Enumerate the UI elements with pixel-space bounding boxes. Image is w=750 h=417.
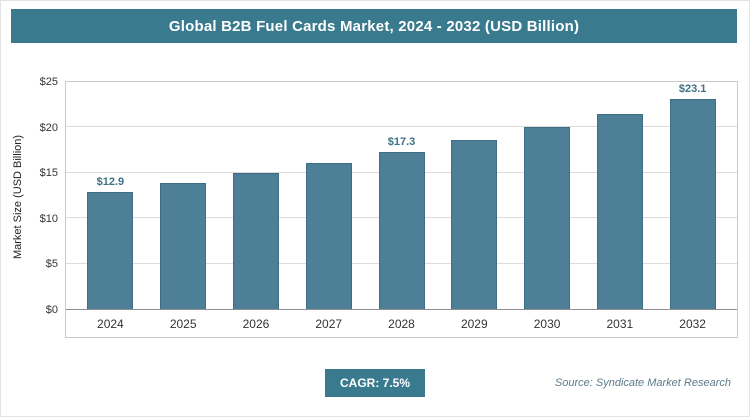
bar-2028 <box>378 151 425 309</box>
bar-slot-2031 <box>583 82 656 309</box>
bar-2032 <box>669 99 716 309</box>
y-tick-label: $10 <box>39 212 58 225</box>
bar-value-label-2032: $23.1 <box>678 83 707 96</box>
y-tick-label: $20 <box>39 121 58 134</box>
bar-2029 <box>451 140 498 309</box>
x-tick-label-2025: 2025 <box>169 317 197 331</box>
bar-slot-2029 <box>438 82 511 309</box>
x-axis-ticks: 2024 2025 2026 2027 2028 2029 2030 2031 2032 <box>66 310 737 338</box>
bar-slot-2025 <box>147 82 220 309</box>
x-tick-label-2024: 2024 <box>97 317 124 331</box>
bar-2027 <box>305 162 352 309</box>
y-tick-label: $0 <box>45 304 58 316</box>
x-tick-label-2032: 2032 <box>679 317 706 331</box>
bar-2024 <box>87 191 134 309</box>
source-note: Source: Syndicate Market Research <box>554 377 731 389</box>
x-tick-label-2026: 2026 <box>242 317 270 331</box>
x-tick-label-2028: 2028 <box>388 317 415 331</box>
gridline <box>66 126 737 128</box>
y-axis-ticks: $0 $5 $10 $15 $20 $25 <box>1 76 58 316</box>
plot-area: $12.9 $17.3 $23.1 <box>66 82 737 310</box>
bar-slot-2024: $12.9 <box>74 82 147 309</box>
bars-container: $12.9 $17.3 $23.1 <box>66 82 737 309</box>
x-tick-label-2029: 2029 <box>460 317 488 331</box>
bar-2031 <box>596 113 643 309</box>
chart-box: $12.9 $17.3 $23.1 2024 2025 2026 2027 2028 2029… <box>65 81 738 338</box>
cagr-badge: CAGR: 7.5% <box>324 369 426 397</box>
bar-slot-2028: $17.3 <box>365 82 438 309</box>
y-tick-label: $15 <box>39 167 58 180</box>
y-tick-label: $5 <box>45 258 58 271</box>
x-tick-label-2030: 2030 <box>533 317 561 331</box>
bar-slot-2027 <box>292 82 365 309</box>
chart-title-banner: Global B2B Fuel Cards Market, 2024 - 203… <box>11 9 737 43</box>
y-tick-label: $25 <box>39 76 58 88</box>
bar-2025 <box>160 182 207 309</box>
bar-slot-2026 <box>220 82 293 309</box>
bar-value-label-2024: $12.9 <box>96 175 125 188</box>
bar-2030 <box>524 127 571 309</box>
bar-slot-2032: $23.1 <box>656 82 729 309</box>
bar-slot-2030 <box>511 82 584 309</box>
bar-2026 <box>232 172 279 309</box>
chart-title: Global B2B Fuel Cards Market, 2024 - 203… <box>168 17 580 35</box>
x-tick-label-2031: 2031 <box>606 317 634 331</box>
x-tick-label-2027: 2027 <box>315 317 343 331</box>
bar-value-label-2028: $17.3 <box>387 135 416 148</box>
